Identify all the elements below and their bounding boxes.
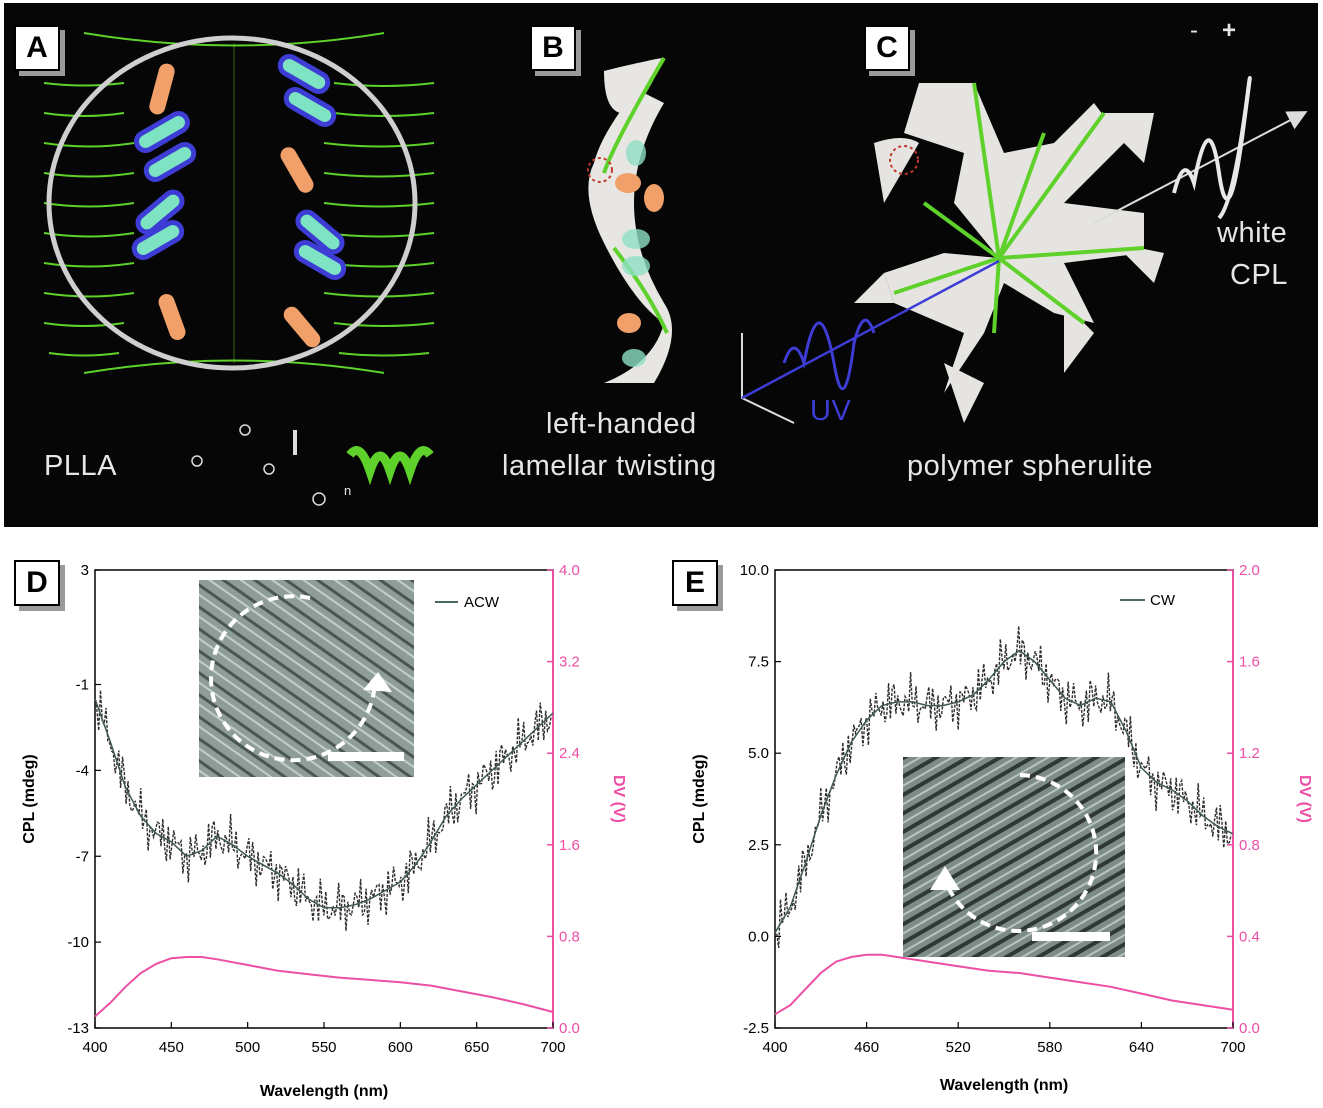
lamellar-fringes-a: [43, 32, 435, 374]
inset-e-arrowhead-icon: [930, 866, 960, 890]
y-right-tick-label-e: 0.4: [1239, 928, 1260, 945]
y-right-tick-label-d: 1.6: [559, 837, 580, 854]
dv-line-d: [94, 956, 554, 1018]
chart-d-ylabel: CPL (mdeg): [21, 754, 38, 843]
y-tick-label-e: 7.5: [748, 654, 769, 671]
caption-b-line2: lamellar twisting: [502, 450, 717, 482]
cpl-label: CPL: [1230, 259, 1288, 291]
formula-subscript-n: n: [344, 483, 352, 498]
y-tick-label-d: -1: [76, 677, 89, 694]
legend-e-label: CW: [1150, 592, 1176, 609]
cpl-smooth-line-e: [774, 649, 1234, 934]
x-tick-label-e: 520: [946, 1039, 971, 1056]
y-tick-label-e: 2.5: [748, 837, 769, 854]
x-tick-label-d: 500: [235, 1039, 260, 1056]
y-tick-label-d: -4: [76, 762, 89, 779]
chart-d-xlabel: Wavelength (nm): [260, 1083, 388, 1100]
x-tick-label-e: 640: [1129, 1039, 1154, 1056]
y-right-tick-label-d: 0.0: [559, 1020, 580, 1037]
cpl-raw-line-e: [774, 626, 1232, 948]
chart-e-ylabel: CPL (mdeg): [691, 754, 708, 843]
y-tick-label-e: 10.0: [740, 562, 769, 579]
inset-e-scalebar: [1032, 932, 1110, 941]
polymer-chain-icon: [346, 446, 434, 486]
top-schematic-panel: A B C PLLA n left-handed lamellar twisti…: [4, 3, 1318, 527]
y-tick-label-e: 0.0: [748, 928, 769, 945]
cpl-smooth-line-d: [94, 698, 554, 909]
x-tick-label-d: 700: [540, 1039, 565, 1056]
chart-d: 400 450 500 550 600 650 700 3 -1 -4 -7 -10 -13 4.0 3.2…: [21, 562, 627, 1100]
y-right-tick-label-e: 2.0: [1239, 562, 1260, 579]
x-tick-label-e: 580: [1037, 1039, 1062, 1056]
inset-d-arrowhead-icon: [363, 672, 392, 692]
inset-image-e: [903, 757, 1125, 957]
panel-label-e: E: [672, 560, 718, 606]
inset-d-rotation-arrow: [209, 594, 377, 763]
panel-label-a: A: [14, 25, 60, 71]
schematic-svg: [43, 32, 1308, 506]
x-tick-label-d: 400: [82, 1039, 107, 1056]
panel-label-d: D: [14, 560, 60, 606]
y-tick-label-e: -2.5: [743, 1020, 769, 1037]
x-tick-label-e: 700: [1220, 1039, 1245, 1056]
y-right-tick-label-d: 4.0: [559, 562, 580, 579]
y-tick-label-d: 3: [81, 562, 89, 579]
spherulite-circle: [46, 35, 418, 371]
twisted-lamella: [587, 56, 672, 383]
y-right-tick-label-e: 0.8: [1239, 837, 1260, 854]
caption-b-line1: left-handed: [546, 408, 697, 440]
chart-e-ylabel-right: DV (V): [1296, 775, 1313, 823]
dv-line-e: [774, 953, 1234, 1016]
y-right-tick-label-d: 0.8: [559, 928, 580, 945]
plla-label: PLLA: [44, 450, 117, 482]
inset-e-rotation-arrow: [943, 773, 1099, 933]
white-label: white: [1217, 217, 1288, 249]
x-tick-label-d: 550: [311, 1039, 336, 1056]
chart-e: 400 460 520 580 640 700 10.0 7.5 5.0 2.5 0.0 -2.5 2.…: [691, 562, 1313, 1094]
uv-label: UV: [810, 395, 852, 427]
y-right-tick-label-e: 0.0: [1239, 1020, 1260, 1037]
plus-sign: +: [1222, 17, 1237, 44]
minus-sign: -: [1190, 17, 1199, 44]
legend-d-label: ACW: [464, 594, 500, 611]
x-tick-label-d: 450: [159, 1039, 184, 1056]
chromophore-rods-a: [131, 54, 347, 348]
y-tick-label-e: 5.0: [748, 745, 769, 762]
chart-d-ylabel-right: DV (V): [610, 775, 627, 823]
x-tick-label-e: 460: [854, 1039, 879, 1056]
panel-label-c: C: [864, 25, 910, 71]
inset-d-scalebar: [328, 752, 404, 761]
y-right-tick-label-d: 3.2: [559, 654, 580, 671]
x-tick-label-d: 650: [464, 1039, 489, 1056]
cpl-raw-line-d: [94, 690, 552, 931]
y-right-tick-label-e: 1.2: [1239, 745, 1260, 762]
chart-e-xlabel: Wavelength (nm): [940, 1077, 1068, 1094]
y-right-tick-label-d: 2.4: [559, 745, 580, 762]
x-tick-label-e: 400: [762, 1039, 787, 1056]
y-tick-label-d: -10: [67, 934, 89, 951]
formula-fragments: [191, 424, 326, 506]
caption-c: polymer spherulite: [907, 450, 1153, 482]
uv-wave: [741, 259, 1000, 424]
y-right-tick-label-e: 1.6: [1239, 654, 1260, 671]
y-tick-label-d: -13: [67, 1020, 89, 1037]
spherulite-star: [854, 82, 1164, 423]
white-cpl-wave: [1093, 76, 1308, 224]
y-tick-label-d: -7: [76, 848, 89, 865]
x-tick-label-d: 600: [388, 1039, 413, 1056]
panel-label-b: B: [530, 25, 576, 71]
